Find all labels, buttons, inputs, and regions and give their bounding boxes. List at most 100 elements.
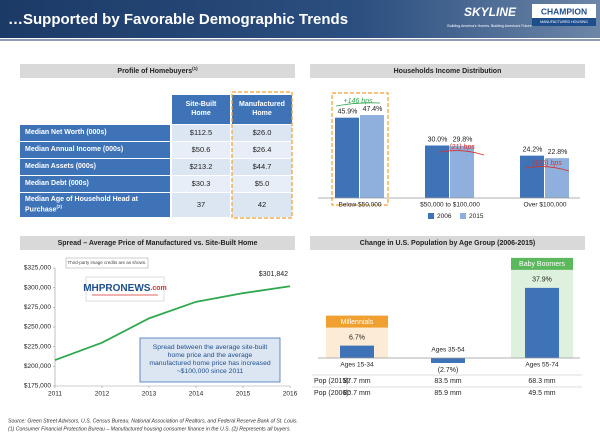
row-label: Median Annual Income (000s): [20, 142, 170, 158]
x-tick-label: Ages 35-54: [431, 347, 465, 354]
data-label: 45.9%: [338, 109, 358, 116]
table-value: $44.7: [253, 162, 272, 171]
logo-skyline: SKYLINE: [464, 5, 517, 19]
x-tick-label: 2012: [95, 391, 110, 398]
row-label-box: Median Annual Income (000s): [20, 142, 170, 158]
legend-label: 2015: [469, 213, 484, 220]
y-tick-label: $200,000: [24, 363, 51, 370]
header-bar: [0, 0, 600, 38]
group-label-box: [326, 315, 388, 328]
note-box: Spread between the average site-built ho…: [140, 338, 280, 382]
mhpronews-logo: MHPRONEWS.com: [83, 283, 167, 294]
row-label-box: Median Assets (000s): [25, 162, 96, 170]
table-value: $26.4: [253, 145, 272, 154]
section-band: [20, 64, 295, 78]
bar: [520, 155, 544, 198]
table-value: $26.0: [253, 128, 272, 137]
highlight-box: [231, 91, 293, 219]
value-cell: [232, 176, 292, 192]
legend-swatch: [460, 213, 466, 219]
data-label: 6.7%: [349, 334, 365, 341]
row-label-cell: [20, 193, 170, 217]
data-label: 24.2%: [523, 146, 543, 153]
x-tick-label: Ages 15-34: [340, 362, 374, 369]
column-header-cell: [172, 95, 230, 124]
logo-champion: CHAMPION: [541, 6, 587, 16]
table-value: $213.2: [190, 162, 213, 171]
pop-value: 87.7 mm: [343, 378, 370, 385]
pop-value: 49.5 mm: [528, 390, 555, 397]
section-title-text: Households Income Distribution: [394, 68, 502, 75]
value-cell: [172, 176, 230, 192]
slide-title: …Supported by Favorable Demographic Tren…: [8, 11, 348, 28]
table-value: 37: [197, 200, 205, 209]
data-label: 30.0%: [428, 136, 448, 143]
value-cell: [172, 142, 230, 158]
value-cell: [232, 159, 292, 175]
annotation: (135) bps: [532, 160, 562, 167]
x-tick-label: 2014: [189, 391, 204, 398]
x-tick-label: Ages 55-74: [525, 362, 559, 369]
column-header-text: Site-Built Home: [185, 101, 217, 117]
column-header-box: Site-Built Home: [185, 101, 217, 117]
value-cell: [232, 125, 292, 141]
section-title-note: (1): [192, 66, 198, 71]
column-header-cell: [232, 95, 292, 124]
row-label: Median Age of Household Head at Purchase…: [20, 193, 170, 217]
group-label: Baby Boomers: [519, 261, 565, 268]
bar: [360, 115, 384, 198]
x-tick-label: 2013: [142, 391, 157, 398]
annotation: +146 bps: [344, 98, 373, 105]
section-title-text: Profile of Homebuyers: [117, 68, 192, 75]
row-label-box: Median Age of Household Head at Purchase…: [20, 193, 170, 217]
table-value: $112.5: [190, 128, 212, 137]
note: Spread between the average site-built ho…: [140, 338, 280, 382]
value-cell: [172, 159, 230, 175]
note-text: Spread between the average site-built ho…: [149, 344, 271, 375]
data-label: (2.7%): [438, 367, 459, 374]
row-label-cell: [20, 125, 170, 141]
y-tick-label: $300,000: [24, 284, 51, 291]
logo-box: [85, 276, 165, 302]
column-header-text: Manufactured Home: [239, 101, 285, 117]
row-label: Median Net Worth (000s): [20, 125, 170, 141]
bar: [340, 345, 374, 358]
section-title: Profile of Homebuyers(1): [117, 66, 198, 75]
x-tick-label: Below $50,000: [338, 202, 381, 209]
x-tick-label: Over $100,000: [523, 202, 566, 209]
pop-value: 80.7 mm: [343, 390, 370, 397]
logo-champion-tagline: MANUFACTURED HOUSING: [540, 20, 588, 24]
section-band: [20, 236, 295, 250]
section-title-text: Spread – Average Price of Manufactured v…: [58, 240, 258, 247]
footnote: Source: Green Street Advisors, U.S. Cens…: [8, 418, 298, 424]
data-label: 37.9%: [532, 277, 552, 284]
mhpronews-logo-suffix: .com: [150, 285, 166, 292]
row-label-text: Median Net Worth (000s): [25, 128, 107, 136]
row-label-text: Median Age of Household Head at Purchase…: [25, 195, 138, 214]
table-value: $50.6: [192, 145, 211, 154]
pop-value: 83.5 mm: [434, 378, 461, 385]
value-cell: [172, 193, 230, 217]
row-label-text: Median Assets (000s): [25, 162, 96, 170]
x-tick-label: 2015: [236, 391, 251, 398]
row-label-cell: [20, 176, 170, 192]
y-tick-label: $325,000: [24, 265, 51, 272]
table-value: $5.0: [255, 179, 270, 188]
table-value: 42: [258, 200, 266, 209]
row-label-note: (2): [56, 203, 63, 209]
data-label: 29.8%: [453, 137, 473, 144]
bar: [425, 145, 449, 198]
data-label: 47.4%: [363, 106, 383, 113]
table-value: $30.3: [192, 179, 211, 188]
annotation-arrow: [335, 102, 381, 107]
value-cell: [232, 193, 292, 217]
logo-skyline-tagline: Building America's Homes. Building Ameri…: [447, 24, 532, 28]
y-tick-label: $225,000: [24, 343, 51, 350]
row-label-box: Median Debt (000s): [25, 180, 89, 187]
pop-label: Pop (2006):: [314, 390, 351, 397]
credits-box: [65, 257, 149, 269]
x-tick-label: 2016: [283, 391, 298, 398]
data-label: $301,842: [259, 271, 288, 278]
highlight-box: [331, 92, 389, 206]
